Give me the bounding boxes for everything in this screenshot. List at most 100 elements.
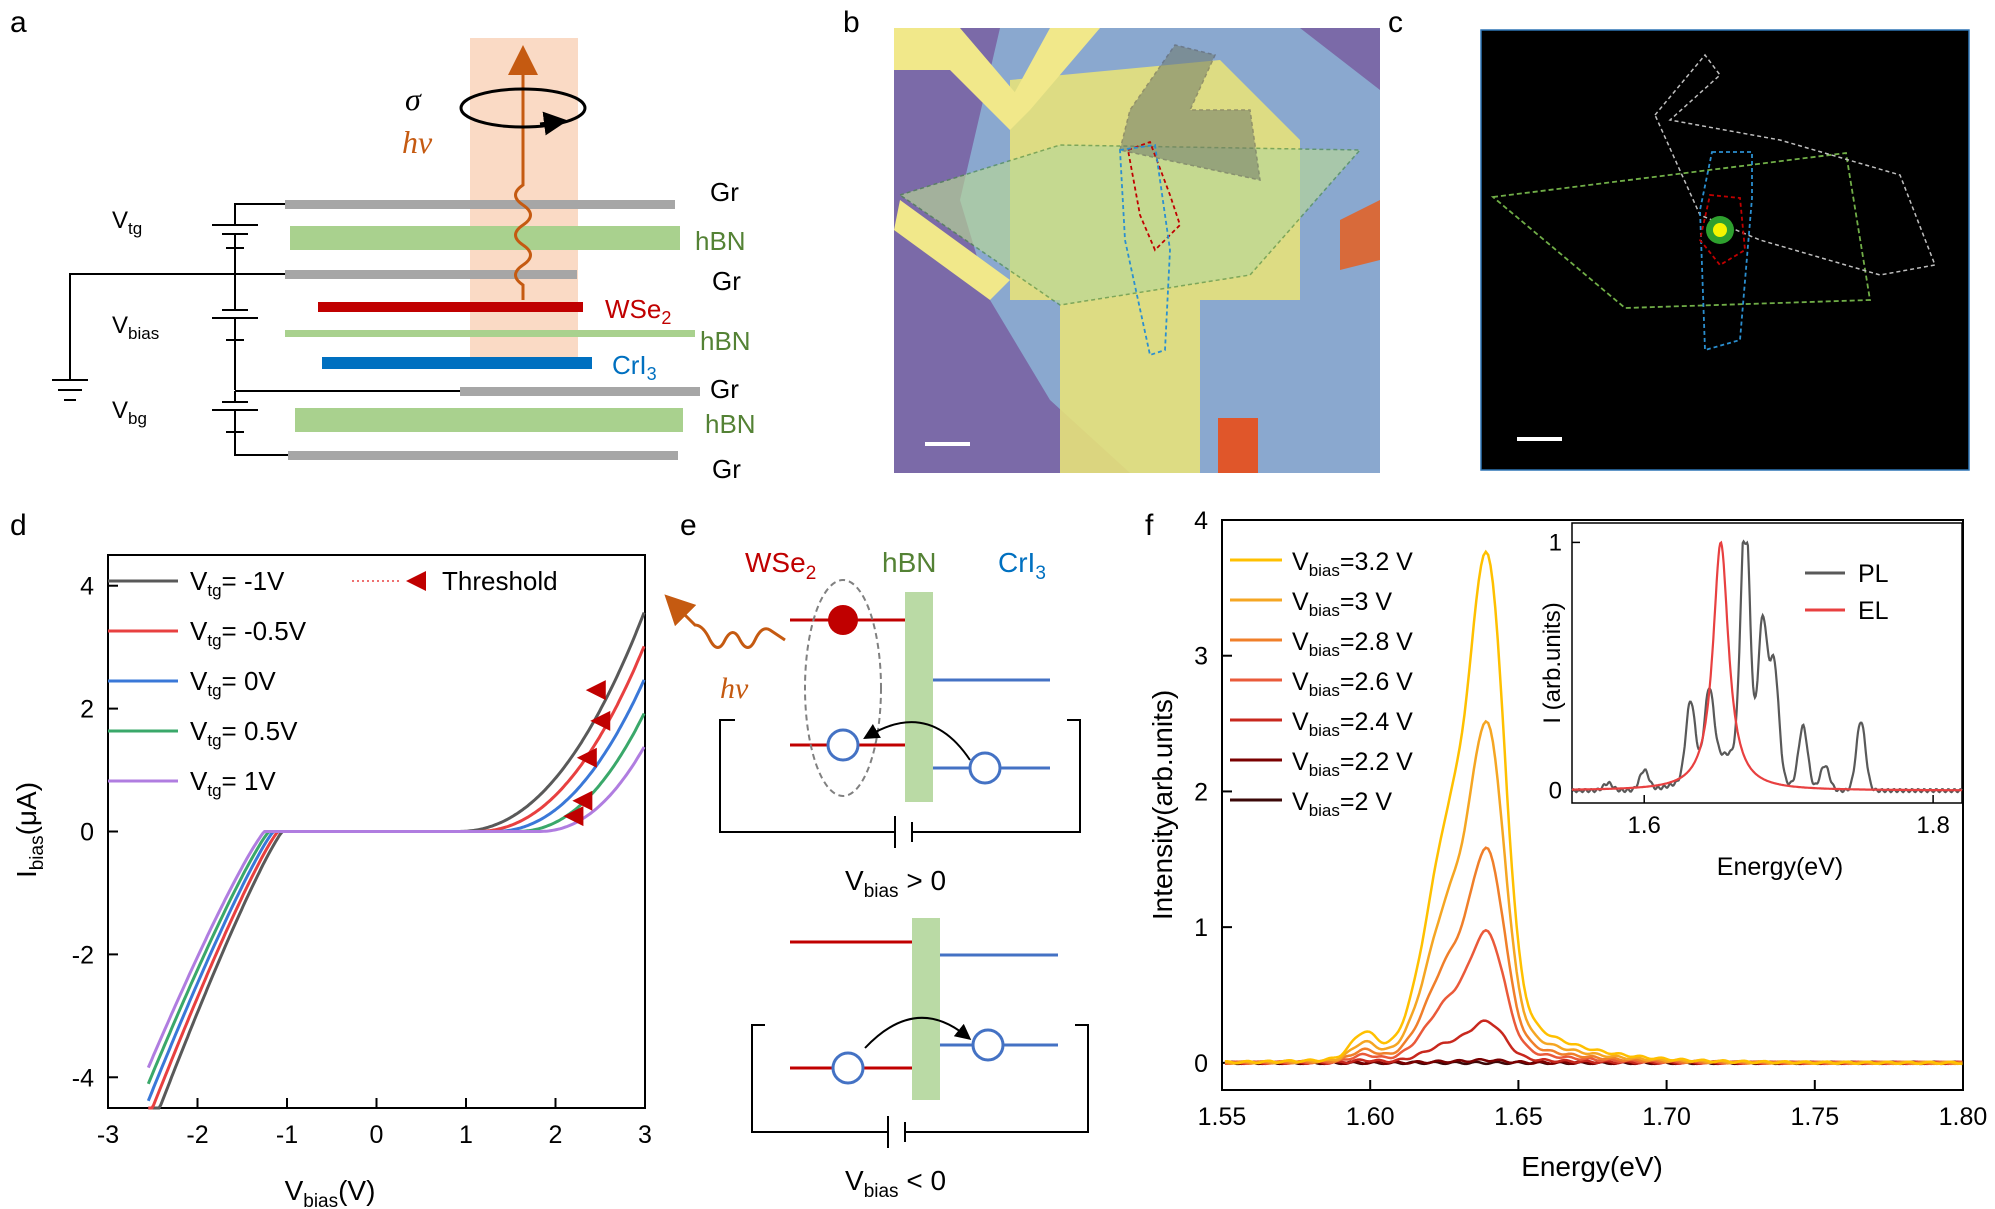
panel-d-iv-chart: -3 -2 -1 0 1 2 3 -4 -2 0 2 4 Vtg= -1V Vtg= -0.5V Vt… (11, 554, 652, 1209)
e-electron (828, 605, 858, 635)
hv-label: hν (402, 124, 433, 160)
f-xtick-label-0: 1.55 (1198, 1103, 1247, 1131)
chart-f-series (1224, 549, 1963, 1066)
d-series-line-4 (146, 746, 646, 1069)
f-series-line-0 (1224, 549, 1963, 1066)
label-gr-3: Gr (710, 374, 739, 404)
inset-background (1572, 523, 1962, 843)
e-tunneling-arrow-bottom (864, 1016, 972, 1049)
legend-label-0: Vtg= -1V (190, 566, 285, 600)
d-xtick-label-5: 2 (549, 1121, 563, 1149)
inset-el-line (1572, 540, 1962, 792)
panel-b-optical-image (894, 28, 1380, 473)
inset-legend-pl: PL (1858, 560, 1889, 588)
legend-threshold-marker (406, 571, 426, 591)
inset-pl-line (1571, 539, 1963, 794)
circular-polarization-icon (459, 87, 587, 129)
e-vbias-pos: Vbias > 0 (845, 865, 946, 902)
rotation-arrowhead (539, 111, 568, 136)
label-hbn-2: hBN (700, 326, 751, 356)
e-label-hbn: hBN (882, 547, 936, 578)
panel-label-f: f (1145, 509, 1154, 542)
panel-label-e: e (680, 509, 697, 542)
f-legend-label-0: Vbias=3.2 V (1292, 548, 1413, 580)
electrode-top (1005, 28, 1100, 110)
f-xtick-label-3: 1.70 (1642, 1103, 1691, 1131)
label-gr-4: Gr (712, 454, 741, 484)
f-legend-label-1: Vbias=3 V (1292, 588, 1392, 620)
label-hbn-3: hBN (705, 409, 756, 439)
wse2-outline (1126, 140, 1182, 252)
d-threshold-marker-2 (576, 747, 597, 768)
d-threshold-marker-4 (563, 806, 584, 827)
layer-hbn-2 (285, 330, 695, 337)
chart-d-ticks: -3 -2 -1 0 1 2 3 -4 -2 0 2 4 (72, 573, 652, 1149)
panel-a-schematic: σ hν Vtg Vbias Vbg Gr hBN Gr WSe2 hBN Cr… (52, 38, 756, 484)
e-hbn-barrier-bottom (912, 918, 940, 1100)
chart-d-series (146, 612, 646, 1110)
electrode-top-left (894, 28, 1030, 130)
photon-emission-arrow (508, 45, 538, 300)
d-ytick-label-1: -2 (72, 941, 94, 969)
d-xtick-label-3: 0 (370, 1121, 384, 1149)
d-ytick-label-0: -4 (72, 1064, 94, 1092)
el-spot-core (1713, 223, 1727, 237)
contact-pad-right (1340, 200, 1380, 270)
legend-label-3: Vtg= 0.5V (190, 716, 298, 750)
v-bg-label: Vbg (112, 397, 147, 428)
f-xtick-label-1: 1.60 (1346, 1103, 1395, 1131)
inset-series (1571, 539, 1963, 794)
inset-xtick-label-0: 1.6 (1628, 812, 1661, 839)
f-series-line-2 (1224, 846, 1963, 1066)
hbn-outline (898, 144, 1362, 306)
d-ytick-label-2: 0 (80, 819, 94, 847)
graphene-outline-c (1654, 53, 1937, 276)
hbn-outline-c (1490, 151, 1872, 309)
e-circuit-bottom (751, 1024, 1089, 1148)
e-vbias-neg: Vbias < 0 (845, 1165, 946, 1202)
d-threshold-marker-0 (585, 680, 606, 701)
f-ytick-label-4: 4 (1194, 507, 1208, 535)
inset-xlabel: Energy(eV) (1717, 853, 1843, 881)
d-ytick-label-4: 4 (80, 573, 94, 601)
layer-gr-2 (285, 270, 577, 279)
f-legend-label-5: Vbias=2.2 V (1292, 748, 1413, 780)
e-hbn-barrier-top (905, 592, 933, 802)
layer-gr-1 (285, 200, 675, 209)
e-hole-wse2 (826, 728, 860, 762)
d-threshold-marker-3 (572, 790, 593, 811)
e-exciton-ellipse (804, 579, 882, 797)
panel-label-b: b (843, 6, 860, 39)
f-ytick-label-3: 3 (1194, 643, 1208, 671)
e-photon-arrow (664, 594, 786, 649)
d-xtick-label-6: 3 (638, 1121, 652, 1149)
f-ytick-label-0: 0 (1194, 1050, 1208, 1078)
f-xtick-label-2: 1.65 (1494, 1103, 1543, 1131)
scale-bar-c (1517, 437, 1562, 441)
e-hole-cri3 (968, 751, 1002, 785)
layer-cri3 (322, 357, 592, 369)
f-ytick-label-2: 2 (1194, 778, 1208, 806)
chart-d-xlabel: Vbias(V) (285, 1175, 376, 1209)
layer-hbn-1 (290, 226, 680, 250)
chart-f-frame (1221, 519, 1964, 1091)
d-xtick-label-2: -1 (276, 1121, 298, 1149)
circuit-wires (212, 203, 460, 456)
label-wse2: WSe2 (605, 294, 671, 328)
d-ytick-label-3: 2 (80, 696, 94, 724)
panel-c-electroluminescence-image (1480, 29, 1970, 471)
contact-pad-bottom (1218, 418, 1258, 473)
e-tunneling-arrow-top (863, 721, 971, 761)
layer-gr-4 (288, 451, 678, 460)
f-series-line-3 (1224, 928, 1963, 1066)
panel-label-c: c (1388, 6, 1403, 39)
e-hole-wse2-bottom (831, 1051, 865, 1085)
el-image-frame (1480, 29, 1970, 471)
panel-label-d: d (10, 509, 27, 542)
d-xtick-label-4: 1 (459, 1121, 473, 1149)
electrode-left (894, 200, 1010, 300)
inset-ylabel: I (arb.units) (1539, 602, 1566, 723)
f-legend-label-6: Vbias=2 V (1292, 788, 1392, 820)
e-hole-cri3-bottom (971, 1028, 1005, 1062)
